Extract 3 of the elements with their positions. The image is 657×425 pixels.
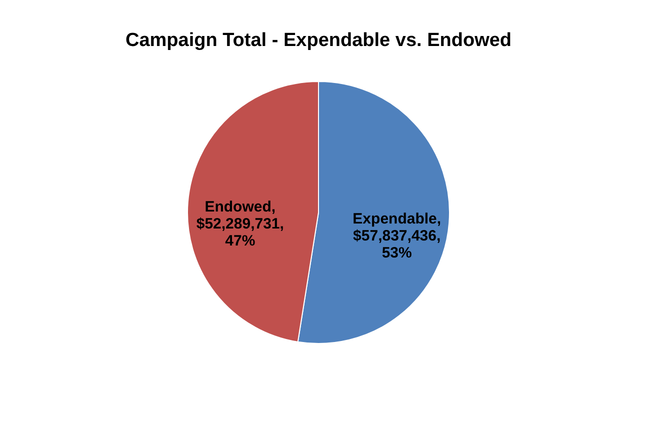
slice-label: Expendable, $57,837,436, 53%: [352, 210, 442, 262]
slice-label: Endowed, $52,289,731, 47%: [196, 198, 284, 250]
chart-title: Campaign Total - Expendable vs. Endowed: [125, 30, 512, 51]
